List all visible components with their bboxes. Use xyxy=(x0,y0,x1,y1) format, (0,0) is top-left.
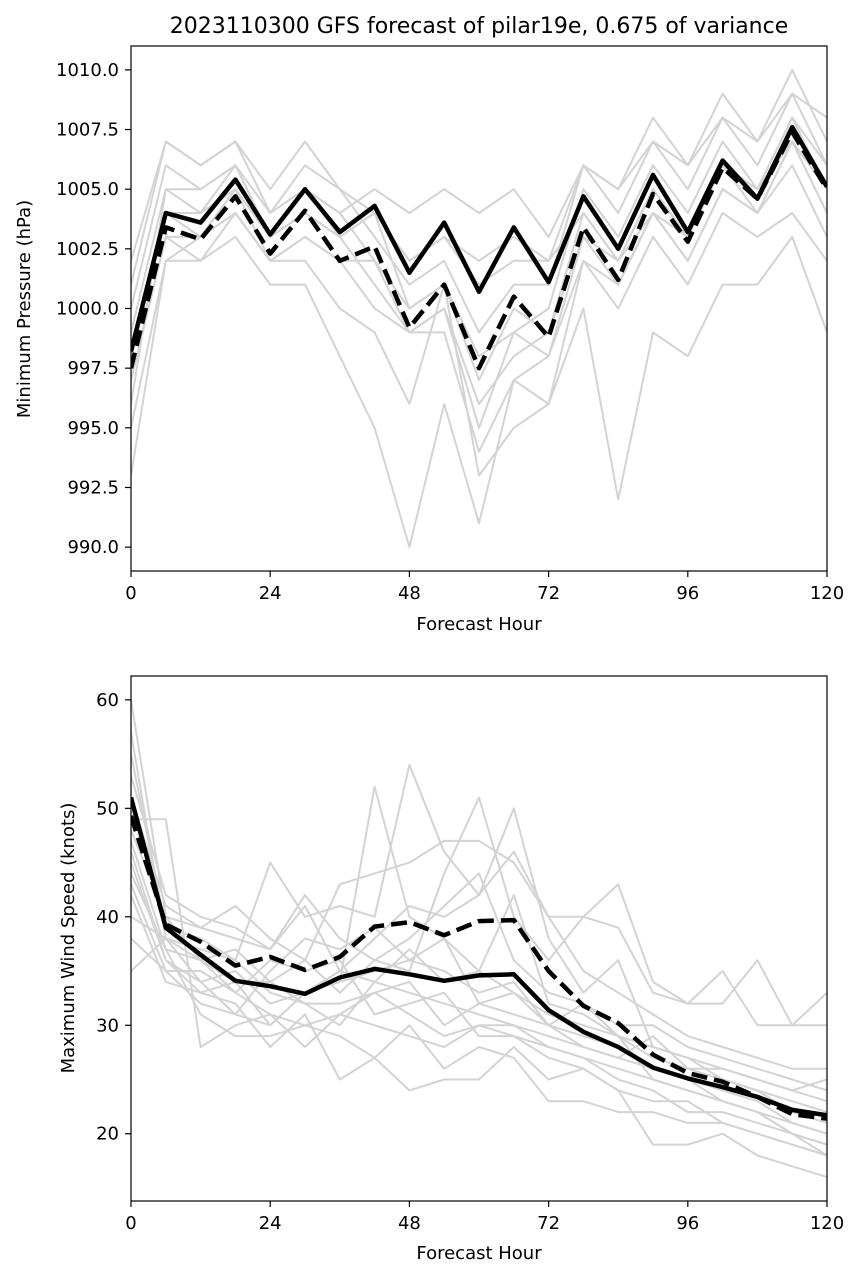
y-tick-label: 1005.0 xyxy=(56,179,119,200)
ensemble-member-line xyxy=(131,894,827,1114)
ensemble-member-line xyxy=(131,92,827,405)
ensemble-member-line xyxy=(131,68,827,286)
mean-lines xyxy=(131,124,827,371)
ensemble-member-line xyxy=(131,235,827,549)
y-tick-label: 992.5 xyxy=(67,477,119,498)
y-tick-label: 1007.5 xyxy=(56,120,119,141)
x-tick-label: 96 xyxy=(676,1213,699,1234)
y-tick-label: 20 xyxy=(96,1124,119,1145)
plot-frame xyxy=(130,675,828,1202)
ensemble-member-line xyxy=(131,851,827,1157)
wind-chart: Forecast Hour Maximum Wind Speed (knots)… xyxy=(58,675,844,1264)
ensemble-member-line xyxy=(131,894,827,1103)
y-tick-label: 1000.0 xyxy=(56,299,119,320)
solid-mean-line xyxy=(131,124,827,353)
x-tick-label: 0 xyxy=(125,583,136,604)
ensemble-lines xyxy=(131,699,827,1179)
x-tick-label: 0 xyxy=(125,1213,136,1234)
x-tick-label: 72 xyxy=(537,1213,560,1234)
x-tick-label: 48 xyxy=(398,583,421,604)
y-tick-label: 995.0 xyxy=(67,418,119,439)
x-tick-label: 48 xyxy=(398,1213,421,1234)
y-tick-label: 1002.5 xyxy=(56,239,119,260)
ensemble-member-line xyxy=(131,775,827,1027)
x-tick-label: 120 xyxy=(810,1213,844,1234)
ensemble-member-line xyxy=(131,926,827,1092)
solid-mean-line xyxy=(131,796,827,1118)
pressure-chart: 2023110300 GFS forecast of pilar19e, 0.6… xyxy=(14,14,844,635)
ensemble-member-line xyxy=(131,797,827,1027)
x-tick-label: 24 xyxy=(259,583,282,604)
y-axis-label: Maximum Wind Speed (knots) xyxy=(58,803,79,1074)
y-axis-label: Minimum Pressure (hPa) xyxy=(14,200,35,418)
x-tick-label: 24 xyxy=(259,1213,282,1234)
ensemble-member-line xyxy=(131,840,827,1179)
x-axis-label: Forecast Hour xyxy=(416,614,542,635)
ensemble-member-line xyxy=(131,829,827,1070)
plot-frame xyxy=(130,45,828,572)
y-tick-label: 60 xyxy=(96,690,119,711)
y-tick-label: 997.5 xyxy=(67,358,119,379)
x-tick-label: 96 xyxy=(676,583,699,604)
y-tick-label: 40 xyxy=(96,907,119,928)
mean-lines xyxy=(131,796,827,1121)
y-tick-label: 1010.0 xyxy=(56,60,119,81)
x-tick-label: 120 xyxy=(810,583,844,604)
y-tick-label: 30 xyxy=(96,1015,119,1036)
x-tick-label: 72 xyxy=(537,583,560,604)
y-tick-label: 50 xyxy=(96,798,119,819)
ensemble-member-line xyxy=(131,116,827,358)
axis-ticks: 0 24 48 72 96 120 20 30 40 50 60 xyxy=(96,690,844,1234)
y-tick-label: 990.0 xyxy=(67,537,119,558)
dashed-mean-line xyxy=(131,129,827,371)
chart-title: 2023110300 GFS forecast of pilar19e, 0.6… xyxy=(170,14,789,39)
axis-ticks: 0 24 48 72 96 120 990.0 992.5 995.0 997.5 1000.0 10… xyxy=(56,60,844,604)
ensemble-member-line xyxy=(131,872,827,1092)
ensemble-member-line xyxy=(131,140,827,429)
x-axis-label: Forecast Hour xyxy=(416,1243,542,1264)
dashed-mean-line xyxy=(131,815,827,1121)
ensemble-member-line xyxy=(131,92,827,334)
